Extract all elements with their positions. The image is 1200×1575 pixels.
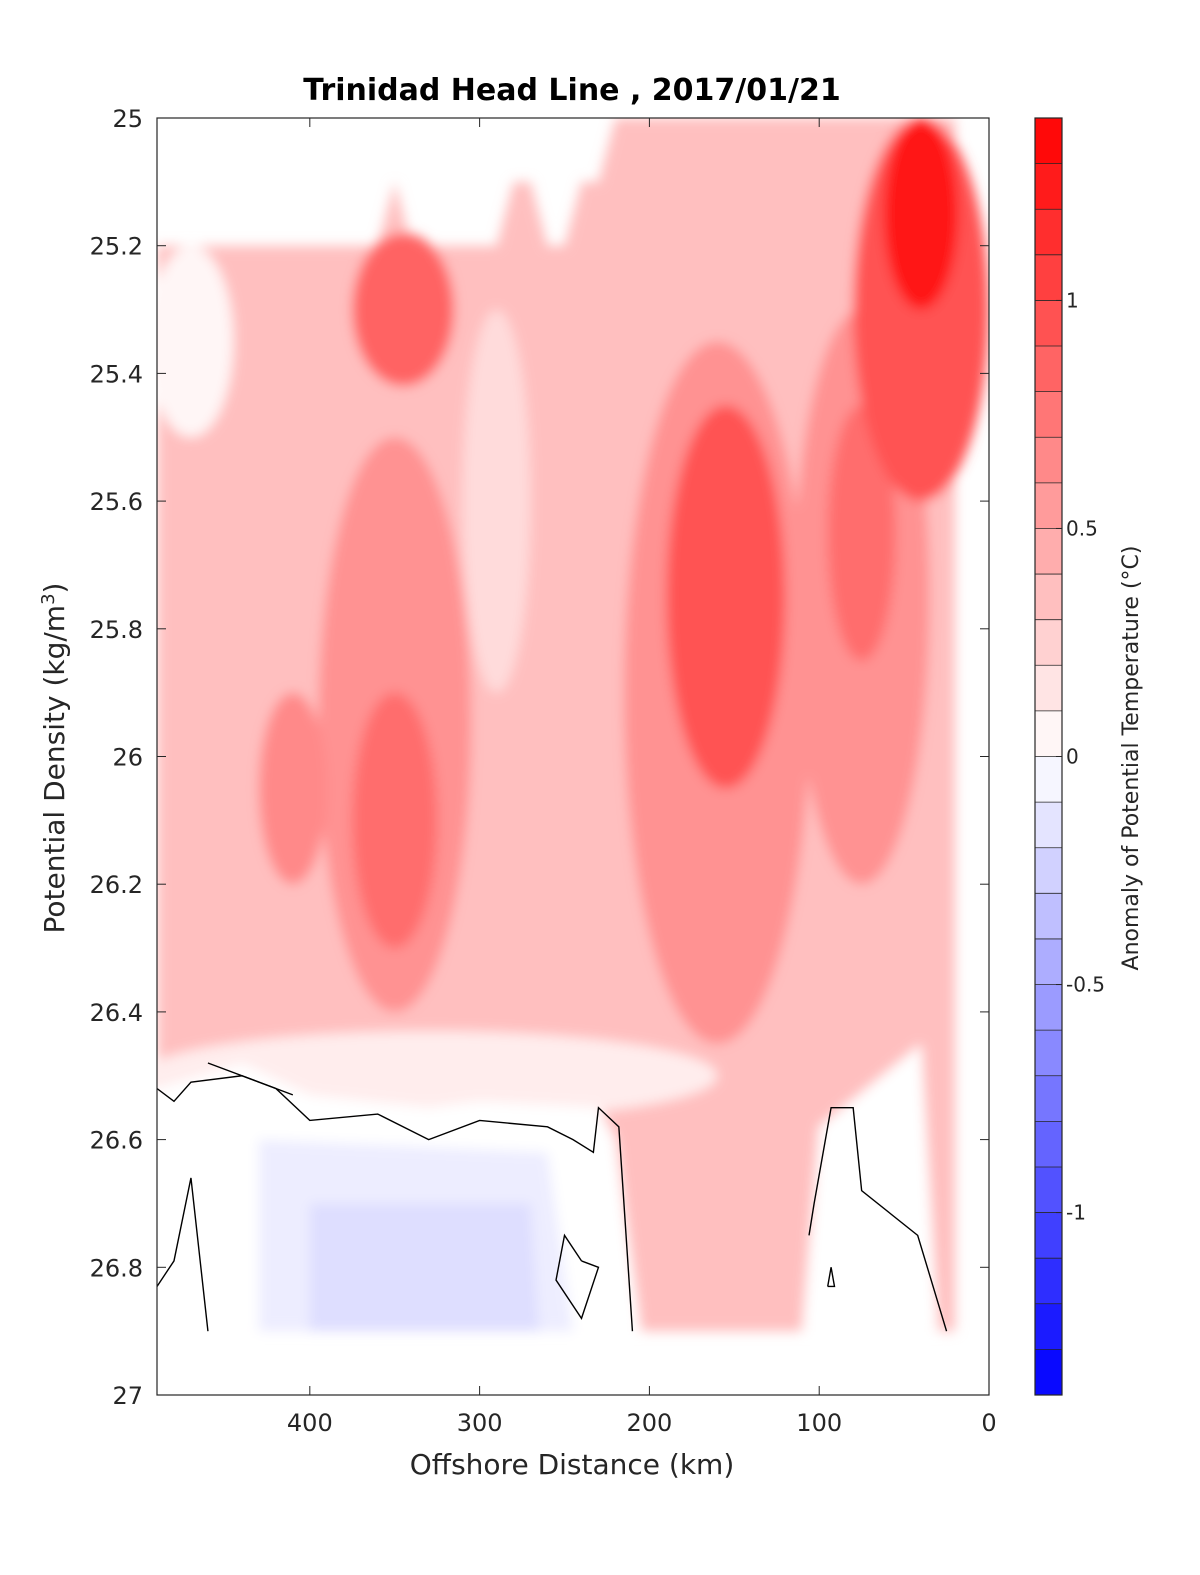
zero-contour-4 <box>555 1233 600 1320</box>
y-tick-label: 26.4 <box>90 999 143 1027</box>
x-tick-label: 300 <box>457 1409 503 1437</box>
colorbar-swatch <box>1035 847 1062 894</box>
zero-contour-2 <box>827 1267 836 1288</box>
colorbar-swatch <box>1035 756 1062 803</box>
colorbar-swatch <box>1035 574 1062 621</box>
y-axis-label: Potential Density (kg/m3) <box>38 583 72 934</box>
field-feature-5 <box>666 405 786 789</box>
colorbar-swatch <box>1035 893 1062 940</box>
colorbar-swatch <box>1035 1121 1062 1168</box>
colorbar-swatch <box>1035 300 1062 347</box>
y-axis-label-main: Potential Density (kg/m <box>38 605 71 934</box>
colorbar-swatch <box>1035 984 1062 1031</box>
y-tick-label: 26.6 <box>90 1127 143 1155</box>
band-zero-nearshore <box>802 1043 939 1332</box>
y-tick-label: 26.2 <box>90 871 143 899</box>
colorbar-swatch <box>1035 938 1062 986</box>
colorbar-swatch <box>1035 209 1062 256</box>
colorbar-swatch <box>1035 619 1062 666</box>
zero-contour-3 <box>808 1106 948 1332</box>
colorbar-ticks: 1 0.5 0 -0.5 -1 <box>1056 288 1105 1225</box>
y-tick-label: 25.2 <box>90 233 143 261</box>
colorbar-swatch <box>1035 163 1062 210</box>
x-tick-label: 0 <box>981 1409 996 1437</box>
y-tick-label: 27 <box>112 1382 143 1410</box>
colorbar-swatch <box>1035 1212 1062 1259</box>
colorbar-swatch <box>1035 437 1062 484</box>
zero-contour-5 <box>207 1062 294 1096</box>
zero-contour-0 <box>157 1075 634 1332</box>
colorbar-swatch <box>1035 1166 1062 1214</box>
colorbar-swatch <box>1035 1349 1062 1396</box>
colorbar-swatch <box>1035 482 1062 529</box>
colorbar-swatch <box>1035 391 1062 438</box>
x-axis-label: Offshore Distance (km) <box>410 1448 735 1481</box>
field-feature-3 <box>462 309 531 693</box>
y-tick-label: 26.8 <box>90 1254 143 1282</box>
y-tick-label: 25.8 <box>90 616 143 644</box>
y-tick-label: 26 <box>112 744 143 772</box>
band-cool-inner <box>309 1203 540 1332</box>
y-axis-label-close: ) <box>38 583 71 594</box>
colorbar-swatch <box>1035 346 1062 393</box>
x-tick-label: 100 <box>796 1409 842 1437</box>
colorbar-swatch <box>1035 1258 1062 1305</box>
field-feature-10 <box>352 232 455 387</box>
y-tick-label: 25.6 <box>90 488 143 516</box>
colorbar-swatch <box>1035 254 1062 301</box>
colorbar-swatch <box>1035 118 1062 165</box>
colorbar-tick-label: -0.5 <box>1066 973 1105 997</box>
colorbar-label: Anomaly of Potential Temperature (°C) <box>1119 546 1144 971</box>
colorbar <box>1034 117 1063 1396</box>
colorbar-swatch <box>1035 710 1062 757</box>
anomaly-field <box>157 118 989 1332</box>
colorbar-swatch <box>1035 1303 1062 1350</box>
zero-contour-1 <box>157 1177 209 1332</box>
colorbar-tick-label: 1 <box>1066 288 1079 312</box>
x-tick-label: 200 <box>627 1409 673 1437</box>
y-tick-label: 25 <box>112 105 143 133</box>
colorbar-swatch <box>1035 665 1062 712</box>
y-axis: 25 25.2 25.4 25.6 25.8 26 26.2 26.4 26.6 26.8 27 <box>90 105 989 1410</box>
x-axis: 400 300 200 100 0 <box>287 118 997 1437</box>
field-feature-9 <box>883 118 959 310</box>
chart-title: Trinidad Head Line , 2017/01/21 <box>303 73 840 108</box>
plot-area <box>156 117 990 1396</box>
colorbar-swatch <box>1035 802 1062 849</box>
x-tick-label: 400 <box>287 1409 333 1437</box>
field-feature-11 <box>157 245 234 438</box>
y-axis-label-superscript: 3 <box>38 593 59 604</box>
colorbar-swatch <box>1035 528 1062 575</box>
field-feature-2 <box>258 692 327 885</box>
zero-contour-lines <box>157 1062 948 1332</box>
field-feature-1 <box>352 692 438 949</box>
colorbar-swatch <box>1035 1030 1062 1077</box>
y-tick-label: 25.4 <box>90 360 143 388</box>
colorbar-swatch <box>1035 1075 1062 1122</box>
colorbar-tick-label: 0.5 <box>1066 516 1098 540</box>
field-bands <box>157 118 989 1332</box>
colorbar-tick-label: -1 <box>1066 1201 1086 1225</box>
colorbar-tick-label: 0 <box>1066 745 1079 769</box>
field-feature-7 <box>827 405 896 661</box>
